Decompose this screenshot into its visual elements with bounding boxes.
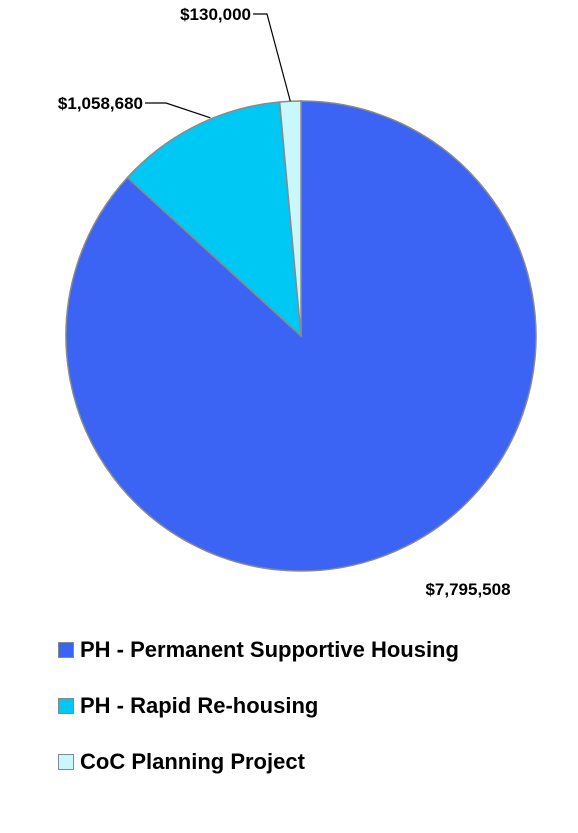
legend-item-permanent-supportive-housing: PH - Permanent Supportive Housing	[58, 638, 578, 662]
pie-slice-rapid-re-housing	[126, 101, 302, 338]
legend-item-rapid-re-housing: PH - Rapid Re-housing	[58, 694, 578, 718]
leader-line-rapid-re-housing	[145, 102, 211, 119]
chart-legend: PH - Permanent Supportive Housing PH - R…	[58, 638, 578, 806]
legend-swatch-permanent-supportive-housing	[58, 642, 74, 658]
data-label-permanent-supportive-housing: $7,795,508	[425, 580, 510, 599]
legend-label-rapid-re-housing: PH - Rapid Re-housing	[80, 693, 319, 718]
data-label-rapid-re-housing: $1,058,680	[58, 94, 143, 113]
legend-item-coc-planning-project: CoC Planning Project	[58, 750, 578, 774]
legend-swatch-coc-planning-project	[58, 754, 74, 770]
legend-label-coc-planning-project: CoC Planning Project	[80, 749, 305, 774]
data-label-coc-planning-project: $130,000	[180, 5, 251, 24]
legend-label-permanent-supportive-housing: PH - Permanent Supportive Housing	[80, 637, 459, 662]
pie-slice-coc-planning-project	[278, 100, 302, 337]
legend-swatch-rapid-re-housing	[58, 698, 74, 714]
leader-line-coc-planning-project	[253, 13, 291, 102]
